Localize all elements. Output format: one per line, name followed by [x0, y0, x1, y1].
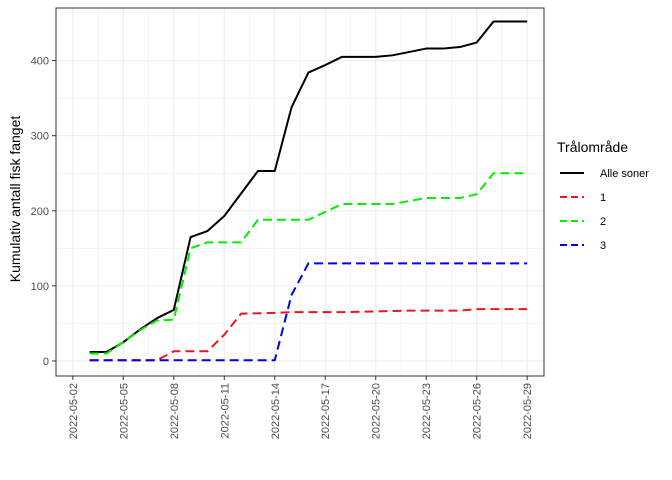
series-lines	[89, 20, 528, 362]
x-tick-label: 2022-05-20	[371, 383, 383, 439]
series-line-1	[89, 308, 528, 362]
y-tick-label: 200	[31, 206, 49, 218]
legend-label: 3	[600, 240, 606, 252]
x-tick-label: 2022-05-11	[219, 383, 231, 438]
y-axis: 0 100 200 300 400	[31, 56, 56, 368]
series-line-3	[89, 262, 528, 362]
y-tick-label: 400	[31, 56, 49, 68]
legend-label: 2	[600, 216, 606, 228]
legend-title: Trålområde	[557, 139, 628, 155]
y-axis-title: Kumulativ antall fisk fanget	[7, 116, 23, 283]
x-tick-label: 2022-05-14	[270, 383, 282, 439]
x-tick-label: 2022-05-23	[421, 383, 433, 439]
x-tick-label: 2022-05-26	[472, 383, 484, 439]
y-tick-label: 0	[43, 356, 49, 368]
legend-label: 1	[600, 192, 606, 204]
x-axis: 2022-05-02 2022-05-05 2022-05-08 2022-05-11…	[68, 376, 534, 439]
x-tick-label: 2022-05-17	[320, 383, 332, 439]
x-tick-label: 2022-05-05	[118, 383, 130, 439]
x-tick-label: 2022-05-29	[522, 383, 534, 439]
legend: Trålområde Alle soner 1 2 3	[557, 139, 649, 252]
minor-gridlines	[56, 8, 544, 376]
series-line-alle-soner	[89, 20, 528, 353]
y-tick-label: 300	[31, 131, 49, 143]
series-line-2	[89, 172, 528, 355]
y-tick-label: 100	[31, 281, 49, 293]
x-tick-label: 2022-05-08	[169, 383, 181, 439]
legend-label: Alle soner	[600, 168, 649, 180]
panel-border	[55, 7, 545, 377]
x-tick-label: 2022-05-02	[68, 383, 80, 439]
